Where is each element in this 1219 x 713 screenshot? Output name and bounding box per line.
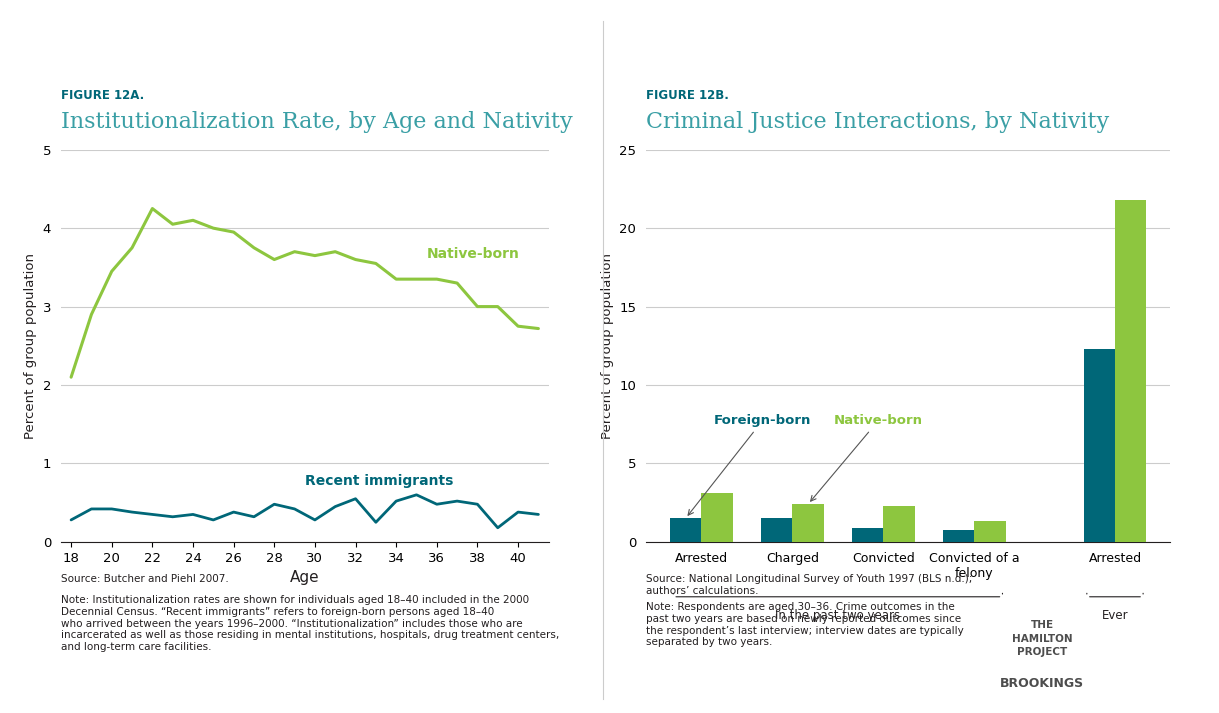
Text: Note: Institutionalization rates are shown for individuals aged 18–40 included i: Note: Institutionalization rates are sho… bbox=[61, 595, 560, 652]
Text: Recent immigrants: Recent immigrants bbox=[305, 474, 453, 488]
Bar bbox=[701, 493, 733, 542]
Y-axis label: Percent of group population: Percent of group population bbox=[24, 253, 37, 438]
Bar bbox=[884, 506, 914, 542]
Text: Native-born: Native-born bbox=[811, 414, 923, 501]
Bar bbox=[1084, 349, 1115, 542]
Bar bbox=[852, 528, 884, 542]
Text: In the past two years: In the past two years bbox=[775, 610, 901, 622]
Bar bbox=[974, 520, 1006, 542]
Y-axis label: Percent of group population: Percent of group population bbox=[601, 253, 614, 438]
Text: Institutionalization Rate, by Age and Nativity: Institutionalization Rate, by Age and Na… bbox=[61, 111, 573, 133]
Bar bbox=[761, 518, 792, 542]
X-axis label: Age: Age bbox=[290, 570, 319, 585]
Text: Ever: Ever bbox=[1102, 610, 1129, 622]
Text: Source: National Longitudinal Survey of Youth 1997 (BLS n.d.);
authors’ calculat: Source: National Longitudinal Survey of … bbox=[646, 574, 973, 595]
Text: BROOKINGS: BROOKINGS bbox=[1000, 677, 1085, 690]
Text: Foreign-born: Foreign-born bbox=[688, 414, 811, 515]
Text: Note: Respondents are aged 30–36. Crime outcomes in the
past two years are based: Note: Respondents are aged 30–36. Crime … bbox=[646, 602, 964, 647]
Bar bbox=[944, 530, 974, 542]
Bar bbox=[792, 504, 824, 542]
Text: Criminal Justice Interactions, by Nativity: Criminal Justice Interactions, by Nativi… bbox=[646, 111, 1109, 133]
Text: Source: Butcher and Piehl 2007.: Source: Butcher and Piehl 2007. bbox=[61, 574, 229, 584]
Text: FIGURE 12A.: FIGURE 12A. bbox=[61, 89, 144, 102]
Bar bbox=[670, 518, 701, 542]
Bar bbox=[1115, 200, 1146, 542]
Text: THE
HAMILTON
PROJECT: THE HAMILTON PROJECT bbox=[1012, 620, 1073, 657]
Text: FIGURE 12B.: FIGURE 12B. bbox=[646, 89, 729, 102]
Text: Native-born: Native-born bbox=[427, 247, 519, 261]
